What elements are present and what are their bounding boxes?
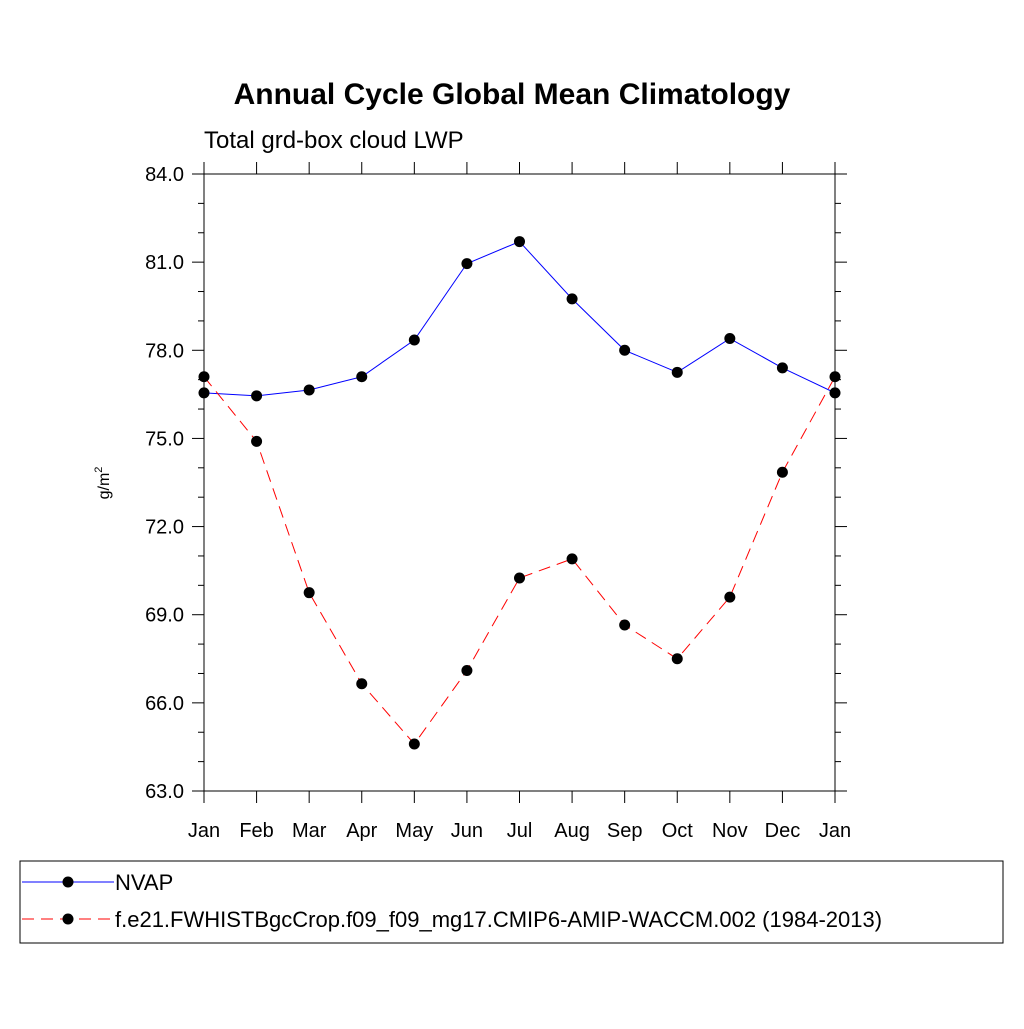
y-tick-label: 81.0	[145, 252, 184, 274]
legend-marker-0	[62, 876, 74, 888]
y-tick-label: 69.0	[145, 605, 184, 627]
series-0-point	[356, 371, 368, 383]
series-1-point	[619, 619, 631, 631]
y-tick-label: 63.0	[145, 781, 184, 803]
x-tick-label: Sep	[607, 820, 643, 842]
x-tick-label: Jul	[507, 820, 533, 842]
series-line-0	[203, 240, 836, 397]
x-tick-label: May	[395, 820, 433, 842]
series-layer	[198, 236, 841, 750]
x-tick-label: Jun	[451, 820, 483, 842]
x-tick-label: Mar	[292, 820, 327, 842]
plot-axes: Jan Feb Mar Apr May Jun Jul Aug Sep Oct Nov Dec Jan6…	[145, 162, 851, 842]
series-0-point	[776, 362, 788, 374]
y-axis-label-base: g/m	[96, 473, 113, 500]
chart-subtitle: Total grd-box cloud LWP	[204, 127, 464, 154]
series-0-point	[303, 384, 315, 396]
series-1-point	[461, 665, 473, 677]
series-1-point	[724, 591, 736, 603]
series-0-point	[198, 387, 210, 399]
y-tick-label: 72.0	[145, 517, 184, 539]
series-0-point	[251, 390, 263, 402]
x-tick-label: Feb	[239, 820, 273, 842]
legend-marker-1	[62, 913, 74, 925]
series-0-point	[829, 387, 841, 399]
series-0-point	[619, 344, 631, 356]
x-tick-label: Nov	[712, 820, 748, 842]
series-1-point	[566, 553, 578, 565]
series-0-point	[514, 236, 525, 248]
series-1-point	[408, 738, 420, 750]
series-1-point	[356, 678, 368, 690]
series-1-point	[251, 435, 263, 447]
series-0-point	[724, 333, 736, 345]
series-line-1	[203, 376, 836, 745]
chart-title: Annual Cycle Global Mean Climatology	[234, 78, 791, 111]
x-tick-label: Jan	[819, 820, 851, 842]
y-axis-label-sup: 2	[93, 467, 105, 473]
x-tick-label: Apr	[346, 820, 377, 842]
x-tick-label: Oct	[662, 820, 694, 842]
series-1-point	[829, 371, 841, 383]
series-0-point	[461, 258, 473, 270]
y-tick-label: 78.0	[145, 340, 184, 362]
y-tick-label: 66.0	[145, 693, 184, 715]
legend-box	[19, 860, 1004, 944]
x-tick-label: Jan	[188, 820, 220, 842]
series-1-point	[303, 587, 315, 599]
series-1-point	[198, 371, 210, 383]
legend-label-1: f.e21.FWHISTBgcCrop.f09_f09_mg17.CMIP6-A…	[115, 907, 882, 932]
series-1-point	[514, 572, 525, 584]
series-0-point	[566, 293, 578, 305]
plot-frame	[203, 173, 836, 792]
legend-label-0: NVAP	[115, 870, 173, 895]
series-1-point	[671, 653, 683, 665]
x-tick-label: Dec	[765, 820, 801, 842]
x-tick-label: Aug	[554, 820, 590, 842]
legend: NVAP f.e21.FWHISTBgcCrop.f09_f09_mg17.CMI…	[19, 860, 1004, 944]
y-tick-label: 75.0	[145, 428, 184, 450]
y-axis-label: g/m2	[93, 467, 113, 500]
y-tick-label: 84.0	[145, 164, 184, 186]
series-0-point	[408, 334, 420, 346]
series-1-point	[776, 466, 788, 478]
series-0-point	[671, 366, 683, 378]
